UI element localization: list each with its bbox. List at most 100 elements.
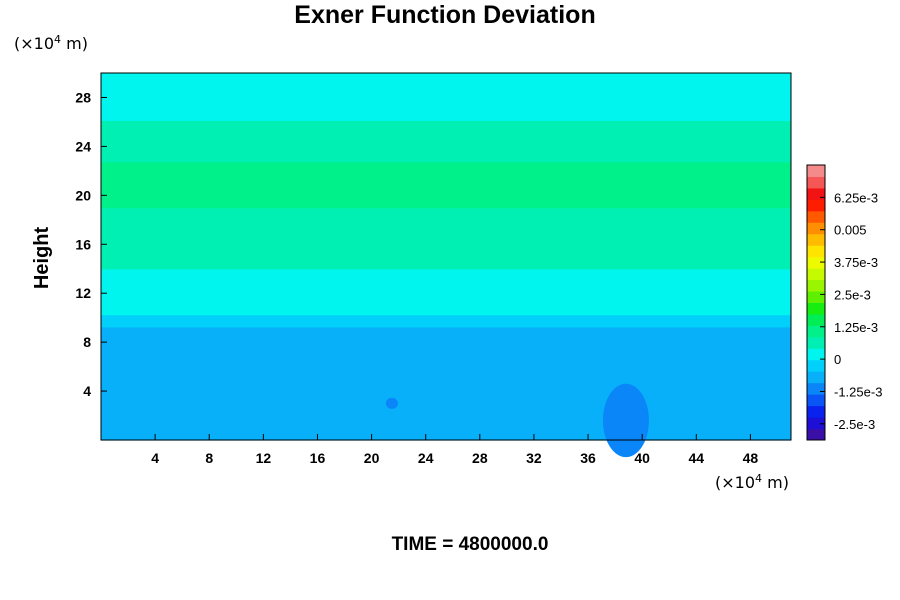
heatmap-band: [101, 100, 791, 103]
heatmap-band: [101, 150, 791, 154]
heatmap-band: [101, 248, 791, 251]
heatmap-band: [101, 264, 791, 267]
x-tick-label: 16: [310, 450, 326, 466]
heatmap-band: [101, 276, 791, 279]
heatmap-band: [101, 355, 791, 359]
heatmap-band: [101, 157, 791, 160]
heatmap-band: [101, 124, 791, 128]
heatmap-band: [101, 352, 791, 355]
heatmap-band: [101, 346, 791, 349]
heatmap-band: [101, 410, 791, 414]
heatmap-band: [101, 424, 791, 427]
y-tick-label: 12: [75, 285, 91, 301]
heatmap-band: [101, 175, 791, 178]
heatmap-band: [101, 285, 791, 288]
heatmap-band: [101, 206, 791, 209]
heatmap-band: [101, 219, 791, 222]
heatmap-band: [101, 415, 791, 418]
heatmap-band: [101, 291, 791, 294]
heatmap-band: [101, 284, 791, 287]
x-tick-label: 44: [689, 450, 705, 466]
heatmap-band: [101, 342, 791, 345]
heatmap-band: [101, 262, 791, 265]
heatmap-band: [101, 98, 791, 102]
colorbar: [806, 164, 826, 441]
heatmap-band: [101, 348, 791, 351]
colorbar-swatch: [807, 210, 825, 223]
heatmap-band: [101, 199, 791, 203]
heatmap-band: [101, 288, 791, 291]
heatmap-band: [101, 274, 791, 277]
heatmap-band: [101, 233, 791, 236]
heatmap-band: [101, 331, 791, 334]
heatmap-band: [101, 303, 791, 307]
heatmap-band: [101, 329, 791, 333]
heatmap-band: [101, 326, 791, 329]
heatmap-band: [101, 128, 791, 131]
colorbar-swatch: [807, 222, 825, 235]
heatmap-band: [101, 299, 791, 302]
heatmap-band: [101, 207, 791, 210]
heatmap-band: [101, 227, 791, 230]
colorbar-swatch: [807, 428, 825, 441]
heatmap-band: [101, 134, 791, 137]
heatmap-band: [101, 172, 791, 175]
heatmap-band: [101, 380, 791, 383]
heatmap-band: [101, 91, 791, 94]
colorbar-tick-label: -2.5e-3: [834, 417, 875, 432]
heatmap-band: [101, 311, 791, 314]
heatmap-band: [101, 155, 791, 158]
heatmap-band: [101, 378, 791, 381]
heatmap-minimum: [602, 383, 649, 458]
colorbar-swatch: [807, 187, 825, 200]
colorbar-swatch: [807, 417, 825, 430]
heatmap-band: [101, 293, 791, 296]
heatmap-band: [101, 161, 791, 164]
heatmap-band: [101, 372, 791, 375]
heatmap-band: [101, 374, 791, 377]
x-tick-label: 32: [526, 450, 542, 466]
heatmap-band: [101, 195, 791, 198]
heatmap-band: [101, 279, 791, 282]
heatmap-band: [101, 152, 791, 155]
heatmap-band: [101, 190, 791, 193]
heatmap-band: [101, 245, 791, 248]
x-unit-label: (×104 m): [715, 472, 789, 492]
heatmap-band: [101, 383, 791, 386]
colorbar-swatch: [807, 348, 825, 361]
heatmap-band: [101, 187, 791, 190]
heatmap-band: [101, 256, 791, 259]
colorbar-tick-label: 3.75e-3: [834, 255, 878, 270]
colorbar-tick-label: 6.25e-3: [834, 190, 878, 205]
colorbar-swatch: [807, 313, 825, 326]
heatmap-band: [101, 204, 791, 207]
y-tick-label: 28: [75, 89, 91, 105]
heatmap-band: [101, 140, 791, 143]
heatmap-band: [101, 76, 791, 79]
heatmap-band: [101, 215, 791, 218]
y-tick-label: 20: [75, 187, 91, 203]
colorbar-swatch: [807, 359, 825, 372]
heatmap-band: [101, 250, 791, 253]
heatmap-band: [101, 401, 791, 404]
heatmap-band: [101, 319, 791, 322]
colorbar-frame: [806, 164, 826, 441]
colorbar-swatch: [807, 336, 825, 349]
heatmap-band: [101, 300, 791, 303]
plot-frame: [100, 72, 792, 441]
colorbar-swatch: [807, 325, 825, 338]
heatmap-band: [101, 216, 791, 219]
heatmap-band: [101, 137, 791, 140]
heatmap-band: [101, 290, 791, 293]
heatmap-band: [101, 212, 791, 215]
heatmap-minimum: [385, 397, 398, 409]
heatmap-band: [101, 366, 791, 369]
heatmap-band: [101, 118, 791, 122]
x-tick-label: 20: [364, 450, 380, 466]
heatmap-band: [101, 325, 791, 328]
heatmap-band: [101, 323, 791, 326]
heatmap-band: [101, 314, 791, 317]
heatmap-band: [101, 394, 791, 397]
heatmap-band: [101, 89, 791, 92]
heatmap-band: [101, 412, 791, 415]
